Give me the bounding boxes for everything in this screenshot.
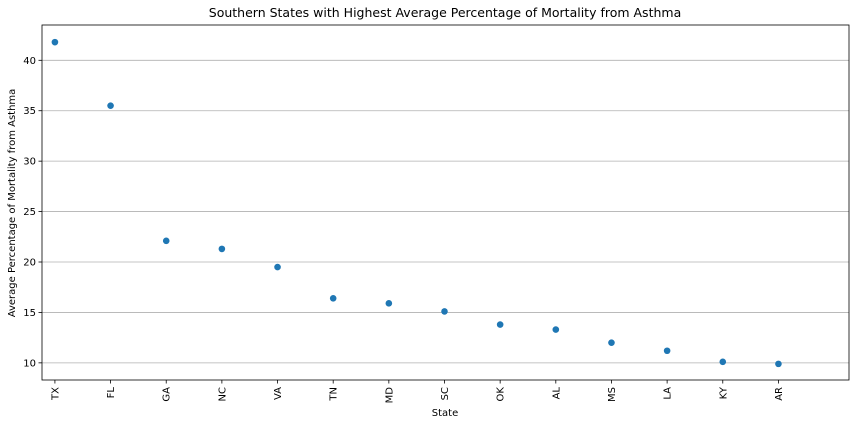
data-point: [274, 263, 281, 271]
x-tick-label: LA: [663, 387, 674, 400]
data-point: [51, 38, 59, 46]
x-tick-label: TN: [329, 387, 340, 402]
y-tick-label: 30: [23, 157, 36, 168]
data-point: [107, 102, 114, 109]
data-point: [608, 339, 615, 346]
x-tick-label: MD: [384, 387, 395, 404]
y-tick-label: 20: [23, 258, 36, 269]
data-point: [329, 295, 337, 302]
data-point: [496, 321, 504, 328]
x-axis: TX FL GA NC VA TN MD SC OK AL MS LA KY AR: [50, 380, 785, 403]
x-tick-label: AR: [774, 387, 785, 401]
x-tick-label: SC: [440, 387, 451, 400]
y-axis-label: Average Percentage of Mortality from Ast…: [7, 89, 18, 318]
data-point: [385, 300, 393, 307]
x-tick-label: VA: [273, 387, 284, 400]
data-point: [441, 308, 448, 315]
gridlines: [42, 59, 849, 364]
x-tick-label: NC: [217, 387, 228, 401]
y-tick-label: 15: [23, 308, 36, 319]
y-tick-label: 25: [23, 207, 36, 218]
x-tick-label: GA: [162, 387, 173, 402]
y-tick-label: 40: [23, 56, 36, 67]
data-point: [552, 326, 560, 333]
y-tick-label: 10: [23, 358, 36, 369]
x-tick-label: OK: [496, 387, 507, 402]
x-axis-label: State: [432, 408, 458, 419]
data-point: [218, 245, 226, 253]
x-tick-label: FL: [106, 387, 117, 399]
y-axis: 10 15 20 25 30 35 40: [23, 56, 42, 369]
data-point: [775, 360, 782, 368]
data-point: [162, 237, 170, 245]
data-point: [719, 358, 727, 366]
x-tick-label: KY: [718, 386, 729, 399]
y-tick-label: 35: [23, 106, 36, 117]
chart-title: Southern States with Highest Average Per…: [209, 5, 681, 20]
data-points: [51, 38, 782, 368]
x-tick-label: TX: [50, 387, 61, 401]
x-tick-label: MS: [607, 387, 618, 402]
x-tick-label: AL: [551, 387, 562, 400]
data-point: [663, 347, 671, 355]
plot-frame: [41, 24, 850, 381]
